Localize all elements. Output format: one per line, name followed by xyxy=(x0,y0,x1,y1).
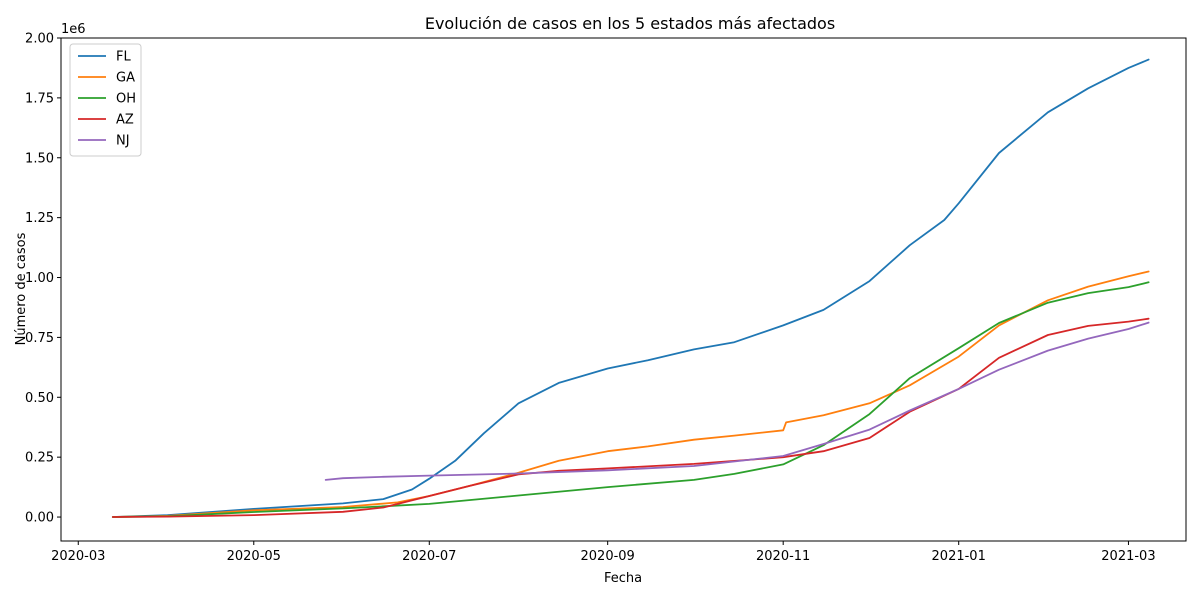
x-axis-title: Fecha xyxy=(604,571,642,586)
series-line-oh xyxy=(111,281,1150,518)
x-axis: 2020-03 2020-05 2020-07 2020-09 2020-11 2021-… xyxy=(51,541,1156,564)
y-tick-label: 0.50 xyxy=(25,391,54,406)
y-tick-label: 0.25 xyxy=(25,451,54,466)
y-tick-label: 1.25 xyxy=(25,211,54,226)
x-tick-label: 2020-07 xyxy=(402,549,456,564)
legend-label-az: AZ xyxy=(116,113,134,128)
series-line-az xyxy=(111,317,1150,518)
y-tick-label: 2.00 xyxy=(25,32,54,47)
chart-title: Evolución de casos en los 5 estados más … xyxy=(425,14,835,33)
legend-label-oh: OH xyxy=(116,92,136,107)
y-axis-title: Número de casos xyxy=(14,232,29,345)
x-tick-label: 2020-05 xyxy=(227,549,281,564)
y-axis: 0.00 0.25 0.50 0.75 1.00 1.25 1.50 1.75 2.00 xyxy=(25,32,61,526)
y-axis-offset-label: 1e6 xyxy=(61,22,86,37)
x-tick-label: 2020-09 xyxy=(581,549,635,564)
series-lines xyxy=(111,58,1150,518)
series-line-nj xyxy=(324,321,1150,481)
legend-label-fl: FL xyxy=(116,50,131,65)
plot-area xyxy=(60,37,1187,542)
legend-box xyxy=(69,43,142,157)
x-tick-label: 2021-03 xyxy=(1101,549,1155,564)
series-line-ga xyxy=(111,270,1150,518)
x-tick-label: 2021-01 xyxy=(932,549,986,564)
y-tick-label: 1.75 xyxy=(25,91,54,106)
legend-label-ga: GA xyxy=(116,71,135,86)
x-tick-label: 2020-03 xyxy=(51,549,105,564)
legend-label-nj: NJ xyxy=(116,134,130,149)
y-tick-label: 1.00 xyxy=(25,271,54,286)
x-tick-label: 2020-11 xyxy=(756,549,810,564)
series-line-fl xyxy=(111,58,1150,518)
y-tick-label: 0.00 xyxy=(25,511,54,526)
y-tick-label: 0.75 xyxy=(25,331,54,346)
y-tick-label: 1.50 xyxy=(25,151,54,166)
legend: FL GA OH AZ NJ xyxy=(69,43,142,157)
